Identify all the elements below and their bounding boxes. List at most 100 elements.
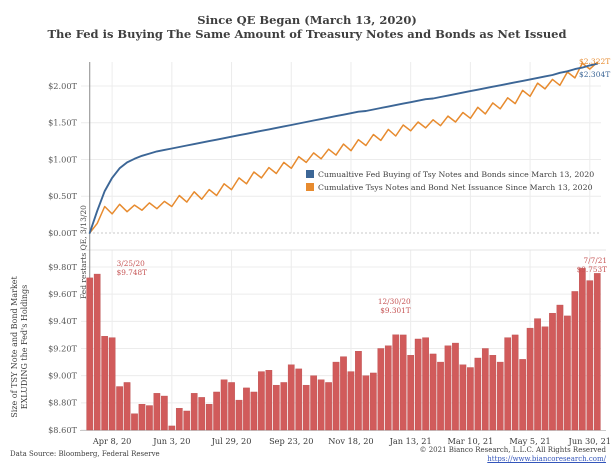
bottom-y-axis-title: Size of TSY Note and Bond Market EXLUDING…	[10, 275, 29, 417]
market-size-bar	[407, 355, 415, 431]
market-size-bar	[414, 338, 422, 431]
top-y-tick-label: $2.00T	[48, 81, 77, 91]
x-tick-label: Nov 18, 20	[328, 436, 373, 446]
y-axis-labels: $2.00T $1.50T $1.00T $0.50T $0.00T $9.80T $9.6…	[48, 81, 77, 435]
market-size-bar	[347, 371, 355, 431]
market-size-bar	[511, 334, 519, 431]
net-issuance-end-value: $2.322T	[579, 57, 610, 66]
x-tick-label: Sep 23, 20	[269, 436, 313, 446]
top-y-tick-label: $1.50T	[48, 118, 77, 128]
market-size-bar	[153, 393, 161, 431]
bar-annotation-value: $9.748T	[117, 268, 148, 277]
market-size-bar	[571, 291, 579, 431]
x-tick-label: Jun 3, 20	[152, 436, 190, 446]
legend-swatch	[306, 170, 314, 178]
chart-title-line2: The Fed is Buying The Same Amount of Tre…	[47, 27, 567, 41]
top-y-tick-label: $0.50T	[48, 191, 77, 201]
market-size-bar	[258, 371, 265, 431]
x-axis-labels: Apr 8, 20 Jun 3, 20 Jul 29, 20 Sep 23, 20 No…	[92, 436, 611, 446]
market-size-bar	[489, 355, 497, 431]
chart-title-block: Since QE Began (March 13, 2020) The Fed …	[0, 13, 614, 41]
market-size-bar	[541, 326, 549, 431]
market-size-bar	[302, 384, 310, 431]
market-size-bar	[504, 337, 512, 431]
market-size-bar	[534, 318, 541, 431]
market-size-bar	[332, 361, 340, 431]
market-size-bar	[556, 304, 564, 431]
bar-annotation-date: 12/30/20	[378, 297, 411, 306]
market-size-bar	[108, 337, 116, 431]
market-size-bar	[235, 399, 243, 431]
legend: Cumualtive Fed Buying of Tsy Notes and B…	[306, 170, 594, 192]
market-size-bar	[370, 372, 377, 431]
market-size-bar	[198, 397, 206, 431]
bar-annotation-value: $9.753T	[577, 265, 608, 274]
x-tick-label: Jul 29, 20	[211, 436, 252, 446]
market-size-bar	[340, 356, 347, 431]
bottom-y-tick-label: $9.80T	[48, 262, 77, 272]
market-size-bar	[86, 277, 94, 431]
fed-buying-end-value: $2.304T	[579, 70, 610, 79]
market-size-bars	[86, 268, 601, 431]
data-source-note: Data Source: Bloomberg, Federal Reserve	[10, 450, 160, 458]
bottom-y-axis-title-line2: EXLUDING the Fed's Holdings	[20, 285, 29, 410]
market-size-bar	[168, 425, 176, 431]
market-size-bar	[362, 375, 370, 431]
bianco-research-link[interactable]: https://www.biancoresearch.com/	[487, 455, 606, 463]
market-size-bar	[422, 337, 429, 431]
copyright-text: © 2021 Bianco Research, L.L.C. All Right…	[419, 446, 607, 454]
market-size-bar	[213, 391, 220, 431]
market-size-bar	[444, 345, 452, 431]
market-size-bar	[287, 364, 295, 431]
market-size-bar	[101, 336, 108, 431]
market-size-bar	[392, 334, 400, 431]
market-size-bar	[549, 312, 556, 431]
x-tick-label: Jun 30, 21	[568, 436, 611, 446]
market-size-bar	[564, 315, 571, 431]
market-size-bar	[355, 351, 362, 431]
market-size-bar	[459, 364, 467, 431]
legend-swatch	[306, 183, 314, 191]
bottom-y-tick-label: $9.00T	[48, 370, 77, 380]
market-size-bar	[131, 413, 138, 431]
top-y-tick-label: $1.00T	[48, 154, 77, 164]
market-size-bar	[467, 367, 474, 431]
legend-label: Cumualtive Fed Buying of Tsy Notes and B…	[318, 170, 594, 179]
market-size-bar	[138, 403, 146, 431]
x-tick-label: Mar 10, 21	[447, 436, 493, 446]
bottom-y-tick-label: $9.60T	[48, 289, 77, 299]
bottom-y-tick-label: $9.40T	[48, 316, 77, 326]
bar-annotation-date: 3/25/20	[117, 259, 145, 268]
net-issuance-line	[88, 61, 599, 234]
chart-title-line1: Since QE Began (March 13, 2020)	[197, 13, 417, 27]
bottom-y-axis-title-line1: Size of TSY Note and Bond Market	[10, 275, 19, 417]
bottom-y-tick-label: $9.20T	[48, 343, 77, 353]
market-size-bar	[93, 273, 101, 431]
market-size-bar	[228, 382, 235, 431]
x-tick-label: May 5, 21	[509, 436, 550, 446]
bar-annotations: 3/25/20$9.748T 12/30/20$9.301T 7/7/21$9.75…	[117, 256, 608, 315]
market-size-bar	[496, 361, 504, 431]
market-size-bar	[272, 384, 280, 431]
cumulative-lines	[88, 61, 599, 234]
market-size-bar	[123, 382, 131, 431]
market-size-bar	[317, 379, 325, 431]
market-size-bar	[310, 375, 317, 431]
market-size-bar	[265, 370, 273, 431]
market-size-bar	[190, 393, 198, 431]
bottom-y-tick-label: $8.60T	[48, 425, 77, 435]
market-size-bar	[161, 395, 168, 431]
market-size-bar	[526, 327, 534, 431]
top-y-tick-label: $0.00T	[48, 228, 77, 238]
x-tick-label: Apr 8, 20	[92, 436, 132, 446]
market-size-bar	[325, 382, 332, 431]
market-size-bar	[220, 379, 228, 431]
market-size-bar	[593, 273, 601, 431]
market-size-bar	[295, 368, 303, 431]
market-size-bar	[399, 334, 407, 431]
bar-annotation-value: $9.301T	[380, 306, 411, 315]
market-size-bar	[243, 387, 250, 431]
